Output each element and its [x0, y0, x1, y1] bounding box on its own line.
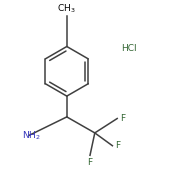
- Text: NH$_2$: NH$_2$: [22, 130, 41, 142]
- Text: CH$_3$: CH$_3$: [57, 3, 76, 15]
- Text: F: F: [87, 158, 93, 167]
- Text: F: F: [115, 141, 120, 150]
- Text: F: F: [120, 114, 125, 123]
- Text: HCl: HCl: [121, 44, 137, 53]
